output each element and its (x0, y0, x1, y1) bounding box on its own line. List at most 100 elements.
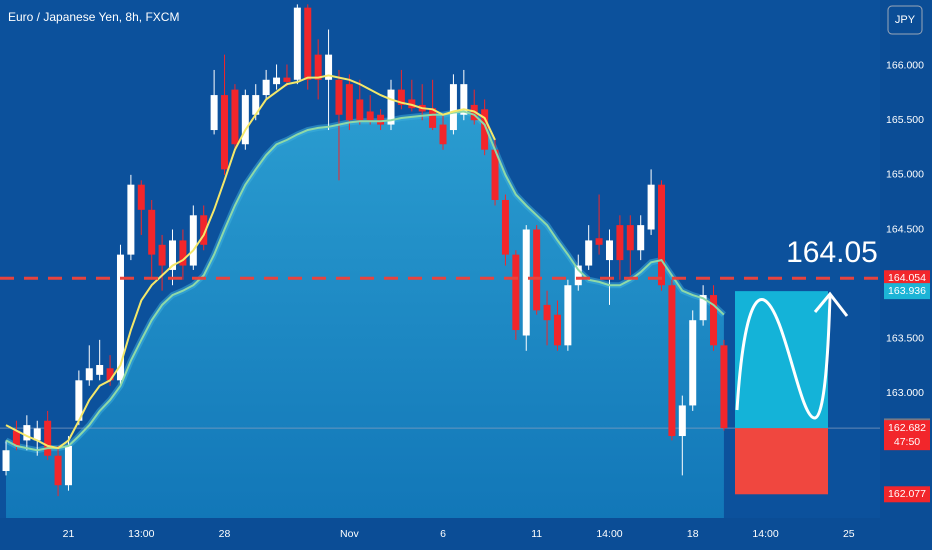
candle-body (710, 295, 718, 346)
candle-body (200, 215, 208, 245)
candle-body (501, 199, 509, 255)
candle-body (397, 89, 405, 105)
candle-body (64, 445, 72, 486)
candle-body (262, 79, 270, 96)
price-tag (884, 486, 930, 503)
candle-body (637, 225, 645, 251)
price-tag-label: 164.054 (888, 272, 926, 284)
candle-body (304, 7, 312, 80)
annotation: 164.05 (786, 236, 878, 269)
candle-body (491, 149, 499, 200)
candle-body (574, 265, 582, 286)
candle-body (564, 285, 572, 346)
price-tag (884, 420, 930, 451)
y-tick-label: 166.000 (886, 59, 924, 71)
candle-body (189, 215, 197, 266)
candle-body (169, 240, 177, 270)
axes: 166.000 165.500 165.000 164.500 163.500 163.0… (63, 59, 930, 540)
y-tick-label: 163.500 (886, 333, 924, 345)
candle-body (325, 54, 333, 80)
candle-body (522, 229, 530, 336)
candle-body (647, 184, 655, 230)
candle-body (75, 380, 83, 421)
candle-body (387, 89, 395, 125)
x-tick-label: Nov (340, 528, 359, 540)
candle-body (345, 84, 353, 121)
candle-body (678, 405, 686, 437)
candle-body (116, 254, 124, 381)
candle-body (439, 124, 447, 145)
stop-zone (735, 428, 828, 495)
candle-body (33, 428, 41, 441)
x-tick-label: 14:00 (596, 528, 622, 540)
y-tick-label: 165.500 (886, 114, 924, 126)
candle-body (137, 184, 145, 210)
candle-body (720, 345, 728, 429)
candle-body (127, 184, 135, 255)
x-tick-label: 21 (63, 528, 75, 540)
candle-body (616, 225, 624, 261)
candle-body (179, 240, 187, 266)
x-tick-label: 25 (843, 528, 855, 540)
candle-body (658, 184, 666, 286)
candle-body (605, 240, 613, 261)
projection-arrow (813, 291, 849, 317)
candle-body (356, 99, 364, 121)
slow-area (6, 111, 724, 518)
candle-body (252, 95, 260, 115)
x-tick-label: 14:00 (752, 528, 778, 540)
candle-body (512, 254, 520, 331)
candle-body (533, 229, 541, 311)
currency-label[interactable]: JPY (895, 14, 916, 26)
candle-body (699, 295, 707, 321)
candle-body (668, 285, 676, 437)
candle-body (408, 99, 416, 109)
candle-body (585, 240, 593, 266)
fast-line (5, 74, 496, 450)
y-tick-label: 163.000 (886, 387, 924, 399)
candle-body (553, 314, 561, 346)
x-tick-label: 11 (531, 528, 542, 540)
candle-body (23, 425, 31, 441)
candle-body (689, 320, 697, 406)
candle-body (283, 77, 291, 82)
currency-button[interactable] (887, 5, 923, 35)
candle-body (231, 89, 239, 145)
x-tick-label: 13:00 (128, 528, 154, 540)
candle-body (85, 368, 93, 381)
candle-body (158, 244, 166, 266)
projection-curve (735, 294, 832, 420)
price-tag-label: 162.682 (888, 422, 926, 434)
candle-body (148, 209, 156, 255)
candle-body (481, 109, 489, 150)
x-tick-label: 28 (219, 528, 231, 540)
candle-body (96, 365, 104, 375)
price-tag (884, 283, 930, 300)
target-zone (735, 291, 828, 429)
candle-body (2, 450, 10, 472)
y-tick-label: 165.000 (886, 169, 924, 181)
candle-body (626, 225, 634, 251)
candle-body (366, 111, 374, 121)
price-tag-label: 163.936 (888, 285, 926, 297)
candle-body (449, 84, 457, 131)
x-tick-label: 6 (440, 528, 446, 540)
time-axis (0, 518, 932, 550)
candle-body (460, 84, 468, 115)
price-tag (884, 270, 930, 287)
x-tick-label: 18 (687, 528, 699, 540)
countdown: 47:50 (894, 436, 920, 448)
y-tick-label: 164.500 (886, 223, 924, 235)
candle-body (44, 420, 52, 456)
candle-body (377, 114, 385, 125)
candle-body (543, 304, 551, 321)
candle-body (210, 95, 218, 131)
candle-body (54, 455, 62, 486)
candle-body (221, 95, 229, 170)
plot-area: 164.05 (0, 4, 880, 518)
candle-body (314, 54, 322, 80)
candle-body (293, 7, 301, 80)
candle-body (273, 77, 281, 85)
candle-body (335, 79, 343, 115)
